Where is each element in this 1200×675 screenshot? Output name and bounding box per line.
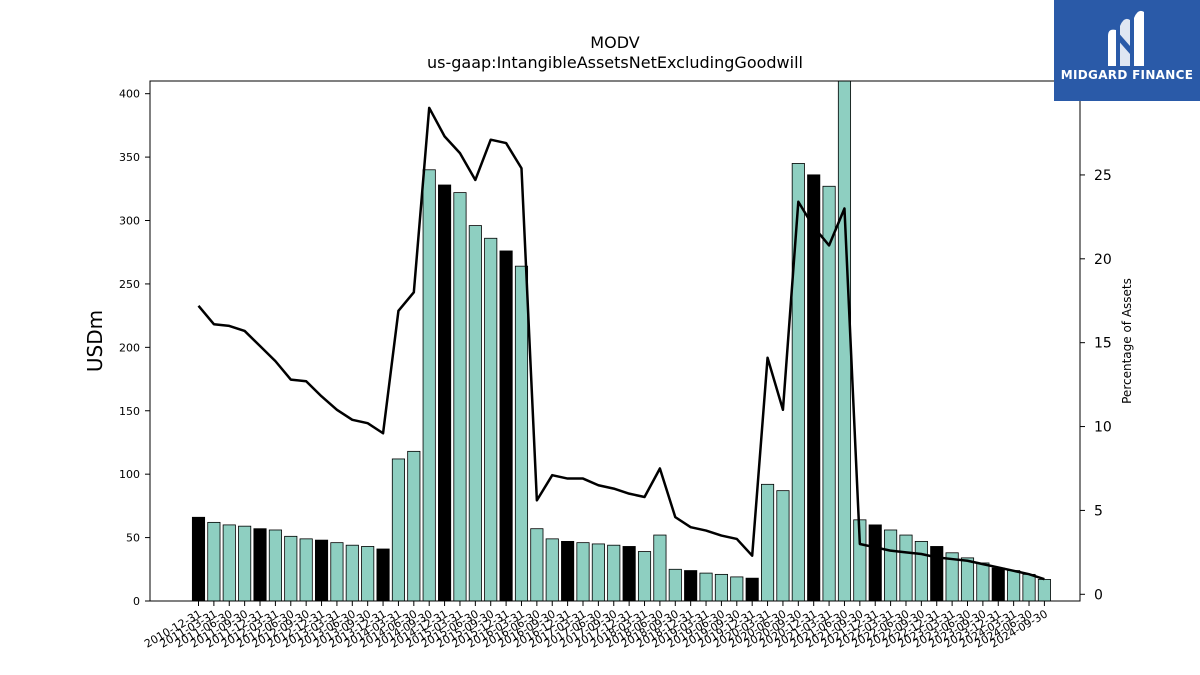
logo-mark-icon [1108,10,1144,67]
bar [222,524,236,601]
bar [1037,579,1051,601]
y-tick-label: 300 [119,215,140,228]
bar [991,567,1005,601]
bar [899,534,913,601]
bars-group [191,81,1051,601]
bar [745,577,759,601]
bar [545,538,559,601]
bar [299,538,313,601]
bar [699,572,713,601]
bar [668,568,682,601]
bar [730,576,744,601]
y-tick-label: 0 [133,595,140,608]
bar [561,540,575,601]
bar [1007,570,1021,601]
bar [576,542,590,601]
bar [837,81,852,601]
bar [314,539,329,601]
bar [468,225,482,601]
bar [499,250,513,601]
bar [607,544,621,601]
bar [914,540,928,601]
y-tick-label: 400 [119,88,140,101]
bar [761,483,775,601]
bar [361,546,375,601]
axes-group: 05010015020025030035040005101520252010-1… [119,80,1112,651]
y-axis-label: USDm [83,310,107,372]
y-tick-label: 350 [119,151,140,164]
y2-tick-label: 5 [1094,503,1103,519]
bar [330,542,344,601]
bar [791,163,805,601]
bar [930,546,944,601]
bar [976,562,990,601]
bar [822,185,836,601]
bar [422,169,436,601]
y2-tick-label: 10 [1094,420,1112,436]
y2-tick-label: 0 [1094,587,1103,603]
bar [391,458,405,601]
bar [530,528,544,601]
bar [776,490,790,601]
y2-tick-label: 25 [1094,168,1112,184]
y-tick-label: 50 [126,532,140,545]
bar [376,548,390,601]
bar [714,573,728,601]
bar [868,524,882,601]
y-tick-label: 250 [119,278,140,291]
bar [253,528,267,601]
series-line [197,106,1045,581]
bar [284,535,298,601]
bar [684,570,698,601]
bar [637,551,652,601]
bar [453,192,467,601]
bar [238,525,252,601]
brand-logo: MIDGARD FINANCE [1054,0,1200,101]
bar [438,184,452,601]
bar [622,546,636,601]
chart-subtitle: us-gaap:IntangibleAssetsNetExcludingGood… [427,53,803,72]
bar [960,557,975,601]
bar [591,543,605,601]
plot-frame [149,80,1081,602]
bar [207,521,221,601]
logo-brand-text: MIDGARD FINANCE [1060,68,1194,82]
bar [807,174,821,601]
chart-title: MODV [590,33,639,52]
bar [884,529,898,601]
bar [407,450,421,601]
bar [1022,573,1036,601]
bar [191,516,206,601]
y-tick-label: 100 [119,468,140,481]
y-tick-label: 200 [119,341,140,354]
y-tick-label: 150 [119,405,140,418]
bar [484,237,498,601]
bar [345,544,359,601]
y2-tick-label: 15 [1094,336,1112,352]
bar [514,265,529,601]
bar [653,534,667,601]
bar [268,529,282,601]
line-series-group [197,106,1045,581]
y2-tick-label: 20 [1094,252,1112,268]
y2-axis-label: Percentage of Assets [1120,278,1134,404]
